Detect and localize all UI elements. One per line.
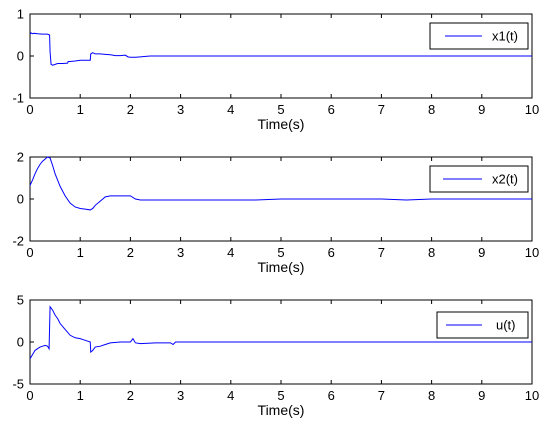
x-tick-label: 4 [227, 388, 234, 403]
x-tick-label: 3 [177, 388, 184, 403]
legend-label: x2(t) [492, 172, 518, 187]
x-tick-label: 7 [378, 102, 385, 117]
x-tick-label: 1 [77, 388, 84, 403]
x-tick-label: 8 [428, 388, 435, 403]
x-axis-title: Time(s) [258, 402, 305, 418]
series-line-x1(t) [29, 32, 532, 66]
x-tick-label: 3 [177, 102, 184, 117]
legend: x2(t) [429, 165, 529, 193]
y-tick-label: -1 [12, 91, 24, 106]
x-axis-title: Time(s) [258, 116, 305, 132]
x-tick-label: 2 [127, 388, 134, 403]
x-tick-label: 0 [26, 388, 33, 403]
x-tick-label: 2 [127, 102, 134, 117]
x-tick-label: 2 [127, 245, 134, 260]
y-tick-label: 0 [17, 192, 24, 207]
x-tick-label: 10 [525, 245, 539, 260]
x-tick-label: 8 [428, 102, 435, 117]
x-tick-label: 7 [378, 388, 385, 403]
x-tick-label: 6 [328, 245, 335, 260]
legend-label: x1(t) [492, 29, 518, 44]
x-tick-label: 1 [77, 102, 84, 117]
series-line-x2(t) [29, 156, 532, 211]
legend-label: u(t) [496, 318, 516, 333]
x-tick-label: 0 [26, 245, 33, 260]
legend-box [436, 311, 529, 339]
x-tick-label: 10 [525, 102, 539, 117]
x-tick-label: 9 [478, 388, 485, 403]
x-tick-label: 3 [177, 245, 184, 260]
x-tick-label: 6 [328, 102, 335, 117]
x-tick-label: 4 [227, 245, 234, 260]
x-tick-label: 10 [525, 388, 539, 403]
y-tick-label: 0 [17, 335, 24, 350]
x-tick-label: 6 [328, 388, 335, 403]
x-tick-label: 0 [26, 102, 33, 117]
y-tick-label: -5 [12, 377, 24, 392]
y-tick-label: -2 [12, 234, 24, 249]
y-tick-label: 2 [17, 150, 24, 165]
x-tick-label: 9 [478, 102, 485, 117]
x-tick-label: 5 [277, 245, 284, 260]
x-axis-title: Time(s) [258, 259, 305, 275]
series-line-u(t) [29, 305, 532, 360]
y-tick-label: 0 [17, 49, 24, 64]
x-tick-label: 4 [227, 102, 234, 117]
legend: u(t) [436, 311, 529, 339]
x-tick-label: 8 [428, 245, 435, 260]
x-tick-label: 9 [478, 245, 485, 260]
x-tick-label: 7 [378, 245, 385, 260]
x-tick-label: 5 [277, 102, 284, 117]
x-tick-label: 5 [277, 388, 284, 403]
y-tick-label: 1 [17, 7, 24, 22]
y-tick-label: 5 [17, 293, 24, 308]
x-tick-label: 1 [77, 245, 84, 260]
legend: x1(t) [429, 22, 529, 50]
